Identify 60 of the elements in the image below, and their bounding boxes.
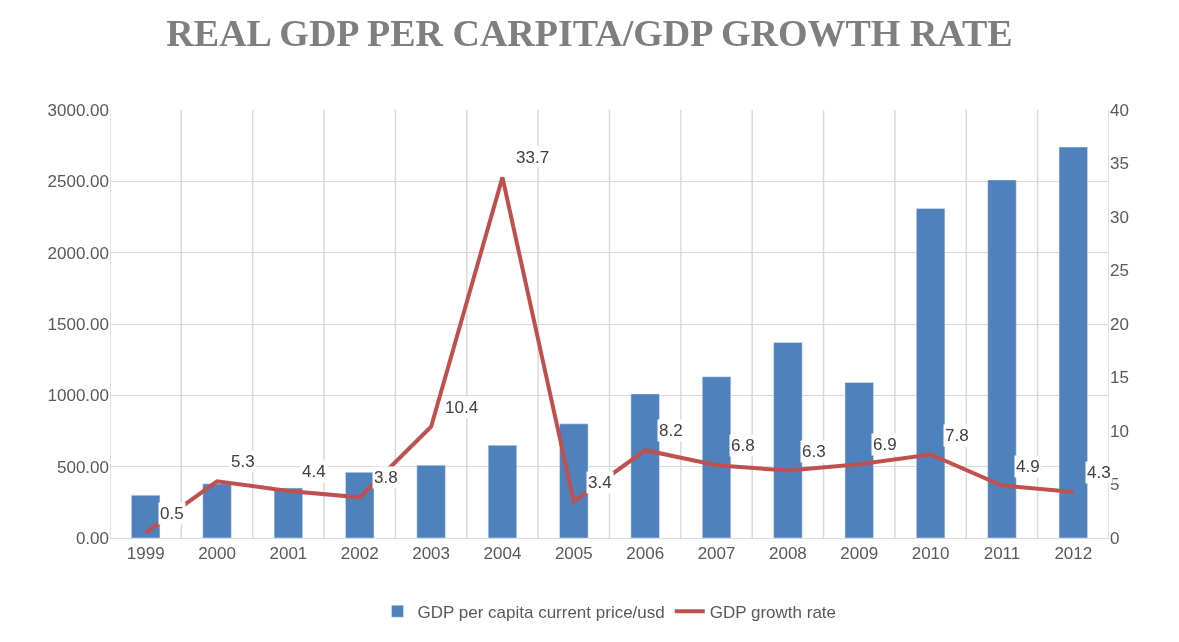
data-label: 0.5 [160,504,184,523]
bar [1058,146,1088,538]
data-label: 4.4 [302,462,326,481]
data-label: 8.2 [659,421,683,440]
bar [702,376,732,538]
bar [630,393,660,538]
bar [487,445,517,538]
x-tick-label: 2005 [554,544,593,564]
data-label: 7.8 [945,426,969,445]
x-tick-label: 2011 [983,544,1021,564]
bar [273,487,303,538]
bar [345,472,375,538]
bar [416,464,446,538]
line-series [143,175,1076,535]
bar [202,483,232,538]
x-tick-label: 2009 [840,544,879,564]
data-label: 5.3 [231,452,255,471]
bar [987,179,1017,538]
x-tick-label: 2004 [483,544,522,564]
bar [916,208,946,538]
y-tick-label: 2500.00 [47,172,109,192]
x-tick-label: 2002 [340,544,379,564]
y-tick-label: 0.00 [75,528,109,548]
bar [844,382,874,538]
y2-tick-label: 15 [1110,368,1129,388]
y-tick-label: 3000.00 [47,100,109,120]
y2-tick-label: 30 [1110,207,1129,227]
x-tick-label: 2008 [768,544,807,564]
data-label: 4.9 [1016,457,1040,476]
x-tick-label: 1999 [126,544,165,564]
x-tick-label: 2010 [911,544,950,564]
y2-tick-label: 10 [1110,421,1129,441]
x-tick-label: 2003 [412,544,451,564]
y2-tick-label: 35 [1110,154,1129,174]
y-tick-label: 500.00 [57,457,109,477]
x-tick-label: 2007 [697,544,736,564]
bar [131,494,161,538]
y2-tick-label: 20 [1110,314,1129,334]
chart-title: REAL GDP PER CARPITA/GDP GROWTH RATE [166,11,1013,54]
x-tick-label: 2006 [626,544,665,564]
bar [773,342,803,538]
legend-label: GDP growth rate [709,602,837,622]
data-label: 33.7 [516,148,550,167]
y2-tick-label: 25 [1110,261,1129,281]
data-label: 6.3 [802,442,826,461]
y-tick-label: 1500.00 [47,314,109,334]
x-tick-label: 2001 [269,544,308,564]
legend-label: GDP per capita current price/usd [417,602,665,622]
data-label: 6.8 [731,436,755,455]
y-tick-label: 2000.00 [47,243,109,263]
y2-tick-label: 40 [1110,100,1129,120]
data-label: 10.4 [445,398,479,417]
x-tick-label: 2000 [198,544,236,564]
data-label: 3.8 [374,468,398,487]
y2-tick-label: 0 [1110,528,1120,548]
data-label: 4.3 [1087,463,1111,482]
y-tick-label: 1000.00 [47,386,109,406]
data-label: 6.9 [873,435,897,454]
x-tick-label: 2012 [1054,544,1093,564]
data-label: 3.4 [588,473,612,492]
